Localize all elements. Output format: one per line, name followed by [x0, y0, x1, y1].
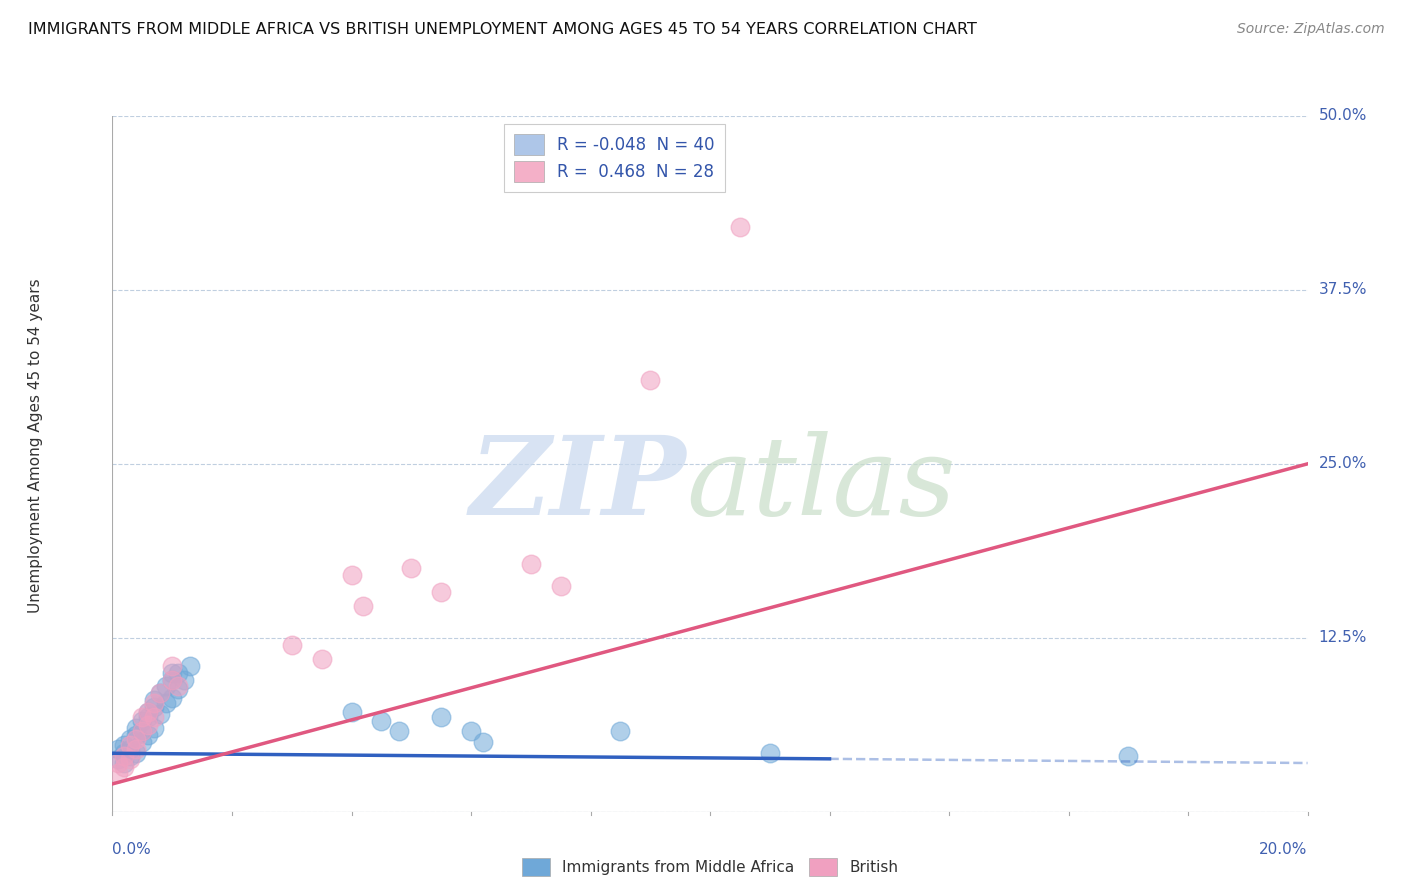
Point	[120, 752, 142, 766]
Point	[143, 710, 166, 724]
Point	[340, 568, 363, 582]
Point	[155, 680, 177, 694]
Point	[125, 732, 148, 747]
Point	[131, 710, 153, 724]
Point	[107, 765, 129, 780]
Point	[131, 735, 153, 749]
Point	[120, 749, 142, 764]
Text: 0.0%: 0.0%	[112, 842, 152, 857]
Point	[138, 718, 160, 732]
Point	[149, 686, 172, 700]
Point	[138, 705, 160, 719]
Point	[114, 756, 135, 770]
Point	[340, 705, 363, 719]
Text: IMMIGRANTS FROM MIDDLE AFRICA VS BRITISH UNEMPLOYMENT AMONG AGES 45 TO 54 YEARS : IMMIGRANTS FROM MIDDLE AFRICA VS BRITISH…	[28, 22, 977, 37]
Point	[120, 738, 142, 752]
Text: atlas: atlas	[686, 431, 956, 539]
Point	[125, 742, 148, 756]
Point	[114, 749, 135, 764]
Point	[155, 696, 177, 710]
Point	[125, 728, 148, 742]
Point	[311, 651, 333, 665]
Point	[114, 760, 135, 774]
Point	[143, 693, 166, 707]
Point	[143, 700, 166, 714]
Point	[162, 665, 183, 680]
Point	[114, 746, 135, 760]
Point	[131, 724, 153, 739]
Point	[759, 746, 782, 760]
Point	[114, 738, 135, 752]
Point	[107, 752, 129, 766]
Point	[107, 742, 129, 756]
Text: 20.0%: 20.0%	[1260, 842, 1308, 857]
Point	[179, 658, 201, 673]
Point	[149, 707, 172, 722]
Text: Unemployment Among Ages 45 to 54 years: Unemployment Among Ages 45 to 54 years	[28, 278, 42, 614]
Point	[120, 732, 142, 747]
Point	[162, 673, 183, 687]
Point	[173, 673, 195, 687]
Point	[143, 721, 166, 735]
Point	[388, 724, 411, 739]
Point	[430, 710, 453, 724]
Text: 25.0%: 25.0%	[1319, 457, 1367, 471]
Point	[609, 724, 631, 739]
Point	[472, 735, 495, 749]
Point	[125, 746, 148, 760]
Text: Source: ZipAtlas.com: Source: ZipAtlas.com	[1237, 22, 1385, 37]
Point	[167, 680, 190, 694]
Point	[143, 696, 166, 710]
Point	[550, 579, 572, 593]
Point	[120, 742, 142, 756]
Point	[401, 561, 423, 575]
Text: 37.5%: 37.5%	[1319, 283, 1367, 297]
Point	[138, 728, 160, 742]
Point	[138, 710, 160, 724]
Point	[430, 585, 453, 599]
Point	[460, 724, 482, 739]
Point	[149, 686, 172, 700]
Legend: Immigrants from Middle Africa, British: Immigrants from Middle Africa, British	[515, 850, 905, 884]
Point	[131, 724, 153, 739]
Text: 12.5%: 12.5%	[1319, 631, 1367, 645]
Point	[162, 673, 183, 687]
Point	[520, 557, 543, 571]
Point	[162, 658, 183, 673]
Point	[125, 721, 148, 735]
Text: ZIP: ZIP	[470, 431, 686, 539]
Point	[352, 599, 374, 613]
Point	[131, 714, 153, 729]
Point	[162, 690, 183, 705]
Point	[370, 714, 392, 729]
Point	[728, 220, 751, 235]
Point	[281, 638, 304, 652]
Point	[1118, 749, 1140, 764]
Point	[107, 756, 129, 770]
Point	[167, 682, 190, 697]
Point	[138, 705, 160, 719]
Text: 50.0%: 50.0%	[1319, 109, 1367, 123]
Point	[167, 665, 190, 680]
Point	[638, 373, 662, 387]
